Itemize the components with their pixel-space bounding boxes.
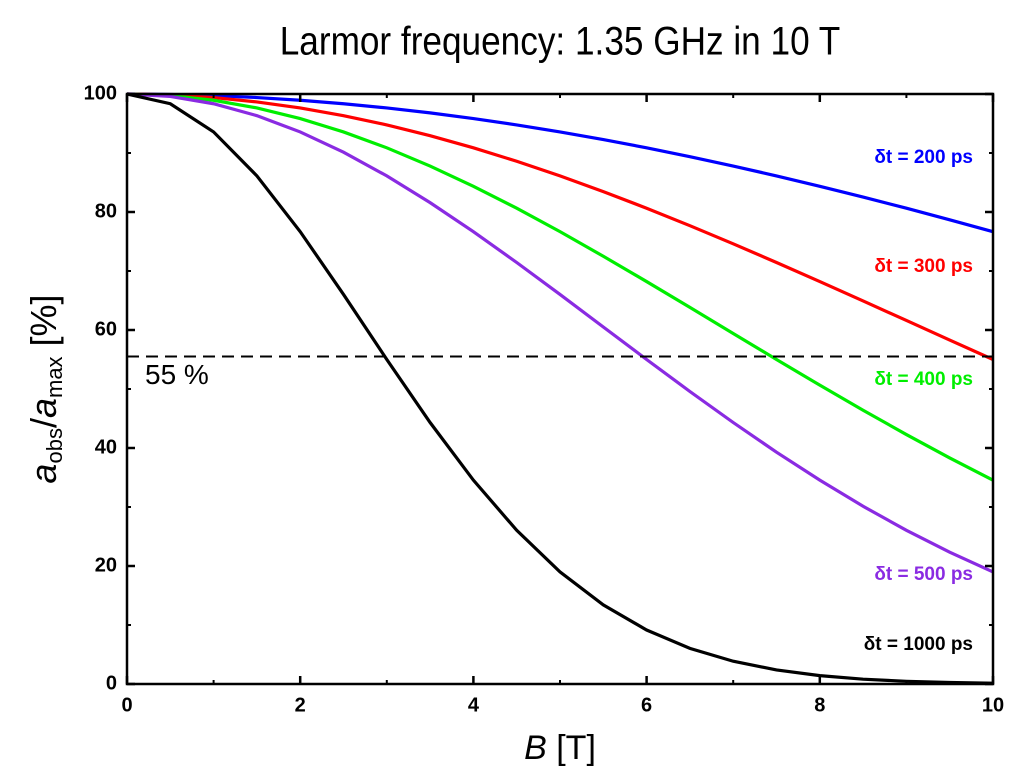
series-line [126,92,994,574]
series-label: δt = 1000 ps [864,634,973,655]
series-label: δt = 400 ps [874,369,973,390]
y-tick-label: 20 [95,554,117,576]
y-tick-label: 100 [84,82,117,104]
series-label: δt = 200 ps [874,147,973,168]
series-line [126,92,994,234]
series-line [126,92,994,361]
x-tick-label: 4 [468,694,480,716]
y-tick-label: 40 [95,436,117,458]
x-axis-label-part: B [524,729,547,767]
series-label: δt = 500 ps [874,564,973,585]
x-tick-label: 2 [295,694,306,716]
y-axis-label-part: a [23,464,64,484]
y-axis-label-part: [%] [23,294,64,356]
chart-title: Larmor frequency: 1.35 GHz in 10 T [280,18,841,63]
plot-frame [125,92,995,686]
x-axis-label: B [T] [524,729,596,767]
y-axis-label: aobs/amax [%] [23,294,67,483]
x-tick-label: 8 [814,694,825,716]
series-line [126,92,994,482]
y-tick-label: 0 [106,672,117,694]
x-tick-label: 0 [121,694,132,716]
x-tick-label: 10 [982,694,1004,716]
y-tick-label: 80 [95,200,117,222]
y-tick-label: 60 [95,318,117,340]
x-axis-label-part: [T] [547,729,596,767]
y-axis-label-part: / [23,418,64,428]
x-tick-label: 6 [641,694,652,716]
y-axis-label-part: max [42,356,67,398]
reference-label: 55 % [145,359,209,390]
y-axis-label-part: obs [42,428,67,463]
series-line [126,92,994,685]
y-axis-label-part: a [23,398,64,418]
series-label: δt = 300 ps [874,256,973,277]
